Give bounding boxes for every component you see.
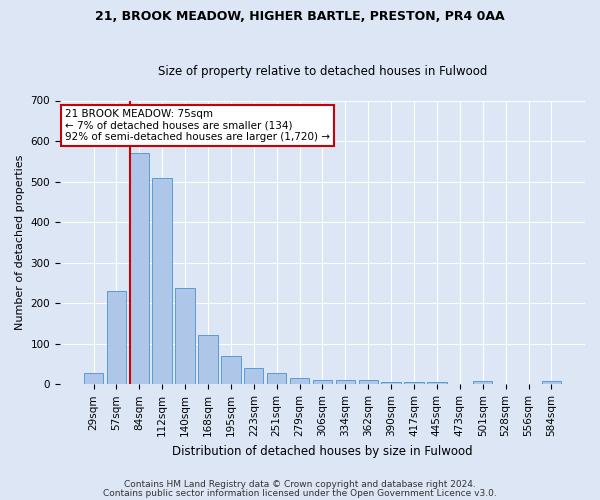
Bar: [359, 380, 378, 384]
Bar: [84, 374, 103, 384]
X-axis label: Distribution of detached houses by size in Fulwood: Distribution of detached houses by size …: [172, 444, 473, 458]
Title: Size of property relative to detached houses in Fulwood: Size of property relative to detached ho…: [158, 66, 487, 78]
Bar: [290, 378, 309, 384]
Bar: [335, 380, 355, 384]
Bar: [267, 374, 286, 384]
Bar: [427, 382, 446, 384]
Bar: [404, 382, 424, 384]
Bar: [175, 288, 195, 384]
Bar: [244, 368, 263, 384]
Bar: [221, 356, 241, 384]
Bar: [382, 382, 401, 384]
Text: Contains HM Land Registry data © Crown copyright and database right 2024.: Contains HM Land Registry data © Crown c…: [124, 480, 476, 489]
Bar: [198, 335, 218, 384]
Text: 21 BROOK MEADOW: 75sqm
← 7% of detached houses are smaller (134)
92% of semi-det: 21 BROOK MEADOW: 75sqm ← 7% of detached …: [65, 109, 330, 142]
Text: 21, BROOK MEADOW, HIGHER BARTLE, PRESTON, PR4 0AA: 21, BROOK MEADOW, HIGHER BARTLE, PRESTON…: [95, 10, 505, 23]
Bar: [130, 153, 149, 384]
Bar: [313, 380, 332, 384]
Bar: [473, 381, 493, 384]
Y-axis label: Number of detached properties: Number of detached properties: [15, 154, 25, 330]
Bar: [152, 178, 172, 384]
Bar: [107, 291, 126, 384]
Bar: [542, 381, 561, 384]
Text: Contains public sector information licensed under the Open Government Licence v3: Contains public sector information licen…: [103, 489, 497, 498]
